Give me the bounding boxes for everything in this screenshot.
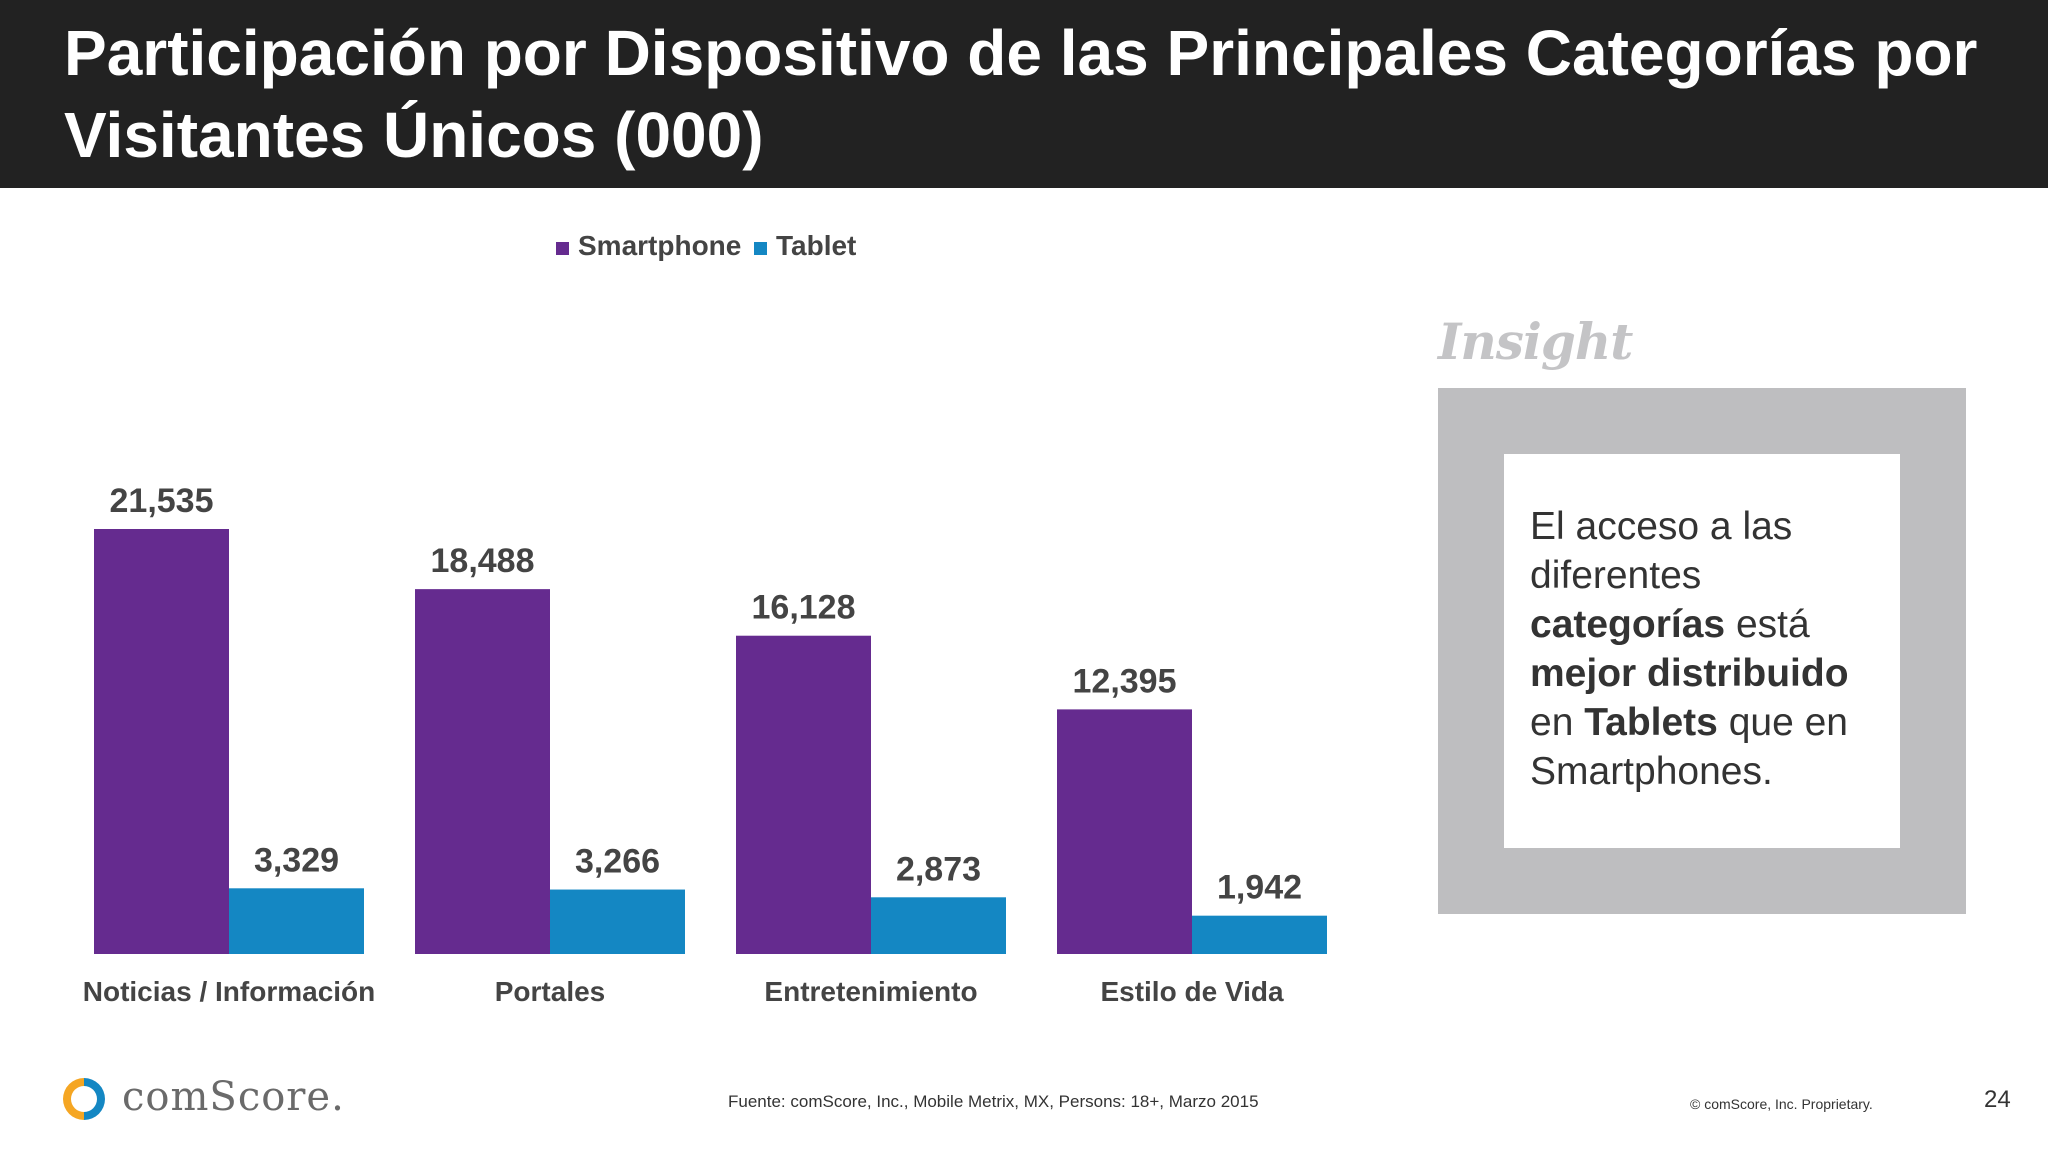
data-label: 3,329	[254, 841, 339, 879]
brand-name: comScore.	[122, 1074, 345, 1120]
data-label: 12,395	[1073, 662, 1177, 700]
chart-bars	[94, 529, 1327, 954]
source-note: Fuente: comScore, Inc., Mobile Metrix, M…	[728, 1092, 1259, 1111]
data-label: 16,128	[752, 589, 856, 627]
insight-card: El acceso a las diferentes categorías es…	[1504, 454, 1900, 848]
category-label: Estilo de Vida	[1100, 976, 1284, 1007]
page-title: Participación por Dispositivo de las Pri…	[64, 17, 1978, 171]
chart-category-labels: Noticias / Información Portales Entretenim…	[83, 976, 1284, 1007]
insight-frame: El acceso a las diferentes categorías es…	[1438, 388, 1966, 914]
legend-label: Smartphone	[578, 230, 741, 261]
insight-text: El acceso a las diferentes categorías es…	[1530, 502, 1890, 796]
bar-tablet	[229, 888, 364, 954]
page-number: 24	[1984, 1086, 2011, 1113]
legend-label: Tablet	[776, 230, 856, 261]
bar-smartphone	[736, 635, 871, 954]
insight-segment: que en Smartphones.	[1530, 701, 1848, 793]
insight-label: Insight	[1438, 312, 1633, 371]
data-label: 3,266	[575, 843, 660, 881]
chart-value-labels: 21,535 3,329 18,488 3,266 16,128 2,873 12,395 1…	[110, 482, 1303, 907]
chart-legend: Smartphone Tablet	[556, 230, 856, 261]
insight-segment: en	[1530, 701, 1585, 744]
copyright-note: © comScore, Inc. Proprietary.	[1690, 1096, 1873, 1112]
data-label: 2,873	[896, 850, 981, 888]
category-label: Portales	[495, 976, 606, 1007]
data-label: 1,942	[1217, 869, 1302, 907]
insight-segment: categorías	[1530, 603, 1726, 646]
bar-tablet	[871, 897, 1006, 954]
legend-swatch	[556, 242, 569, 255]
insight-segment: está	[1725, 603, 1810, 646]
bar-smartphone	[94, 529, 229, 954]
comscore-logo-icon	[63, 1078, 105, 1120]
bar-smartphone	[415, 589, 550, 954]
data-label: 18,488	[431, 542, 535, 580]
title-bar: Participación por Dispositivo de las Pri…	[0, 0, 2048, 188]
insight-segment: El acceso a las diferentes	[1530, 505, 1793, 597]
bar-chart: Smartphone Tablet 21,535 3,329 18,488 3,266 1…	[83, 230, 1327, 1007]
bar-smartphone	[1057, 709, 1192, 954]
category-label: Noticias / Información	[83, 976, 376, 1007]
category-label: Entretenimiento	[764, 976, 977, 1007]
bar-tablet	[1192, 915, 1327, 954]
insight-segment: mejor distribuido	[1530, 652, 1849, 695]
insight-segment: Tablets	[1584, 701, 1718, 744]
legend-swatch	[754, 242, 767, 255]
bar-tablet	[550, 889, 685, 954]
data-label: 21,535	[110, 482, 214, 520]
